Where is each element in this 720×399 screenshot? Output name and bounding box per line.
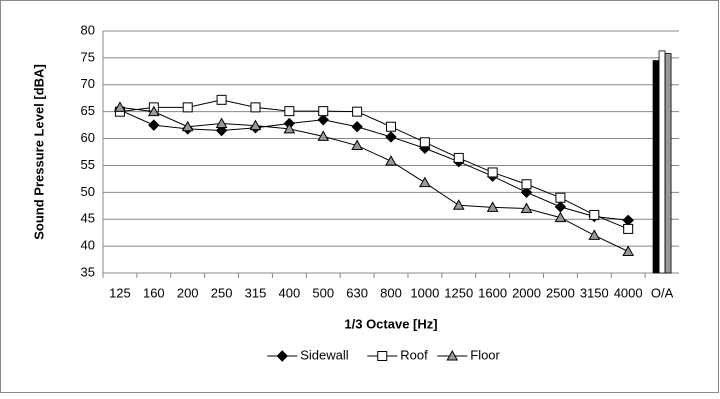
x-tick-label: 800: [380, 285, 402, 300]
legend-marker: [446, 349, 459, 361]
point-marker: [486, 201, 499, 212]
point-marker: [114, 101, 126, 112]
x-tick-label: 1600: [478, 285, 507, 300]
point-marker: [318, 106, 329, 117]
x-tick-label: 125: [109, 285, 131, 300]
point-marker: [385, 131, 397, 143]
point-marker: [622, 245, 635, 256]
point-marker: [317, 114, 329, 126]
y-tick-label: 75: [81, 49, 95, 64]
x-tick-label: 250: [211, 285, 233, 300]
point-marker: [215, 117, 228, 128]
y-tick-label: 50: [81, 184, 95, 199]
x-tick-label: 1000: [410, 285, 439, 300]
x-tick-label: 630: [346, 285, 368, 300]
point-marker: [284, 106, 295, 117]
point-marker: [554, 211, 567, 223]
point-marker: [250, 102, 261, 113]
y-tick-label: 80: [81, 22, 95, 37]
y-tick-label: 65: [81, 103, 95, 118]
point-marker: [453, 152, 464, 163]
point-marker: [385, 155, 397, 166]
x-tick-label: 2500: [546, 285, 575, 300]
legend-marker: [276, 350, 288, 362]
x-axis-label: 1/3 Octave [Hz]: [344, 316, 437, 331]
point-marker: [520, 202, 533, 213]
point-marker: [249, 119, 262, 131]
legend-label: Roof: [400, 347, 428, 362]
point-marker: [216, 94, 227, 105]
x-tick-label: 2000: [512, 285, 541, 300]
point-marker: [351, 139, 363, 151]
legend-label: Floor: [470, 347, 500, 362]
overall-bar: [652, 60, 660, 274]
point-marker: [317, 130, 330, 141]
x-tick-label: 200: [177, 285, 199, 300]
x-tick-label: 400: [279, 285, 301, 300]
point-marker: [352, 106, 363, 117]
overall-bar: [664, 53, 672, 274]
legend-marker: [377, 351, 388, 361]
y-tick-label: 45: [81, 211, 95, 226]
point-marker: [419, 176, 431, 188]
point-marker: [520, 186, 533, 199]
x-tick-label: O/A: [651, 285, 674, 300]
point-marker: [487, 167, 498, 178]
series-line: [119, 99, 629, 230]
y-tick-label: 35: [81, 264, 95, 279]
point-marker: [147, 105, 160, 117]
x-tick-label: 1250: [444, 285, 473, 300]
x-tick-label: 4000: [614, 285, 643, 300]
point-marker: [623, 223, 634, 234]
legend-label: Sidewall: [300, 347, 349, 362]
y-tick-label: 60: [81, 130, 95, 145]
x-tick-label: 500: [312, 285, 334, 300]
point-marker: [386, 121, 396, 132]
point-marker: [351, 121, 363, 133]
y-axis-label: Sound Pressure Level [dBA]: [31, 64, 46, 240]
x-tick-label: 160: [143, 285, 165, 300]
x-tick-label: 3150: [580, 285, 609, 300]
point-marker: [589, 209, 600, 220]
x-tick-label: 315: [245, 285, 267, 300]
point-marker: [521, 179, 532, 190]
series-line: [119, 109, 629, 221]
point-marker: [182, 102, 193, 113]
y-tick-label: 40: [81, 238, 95, 253]
overall-bar: [658, 50, 666, 274]
point-marker: [181, 120, 194, 132]
series-line: [119, 106, 629, 252]
point-marker: [283, 122, 296, 134]
point-marker: [588, 229, 601, 240]
y-tick-label: 55: [81, 157, 95, 172]
y-tick-label: 70: [81, 76, 95, 91]
point-marker: [419, 137, 430, 148]
point-marker: [555, 192, 566, 203]
point-marker: [452, 199, 465, 210]
point-marker: [148, 119, 160, 131]
